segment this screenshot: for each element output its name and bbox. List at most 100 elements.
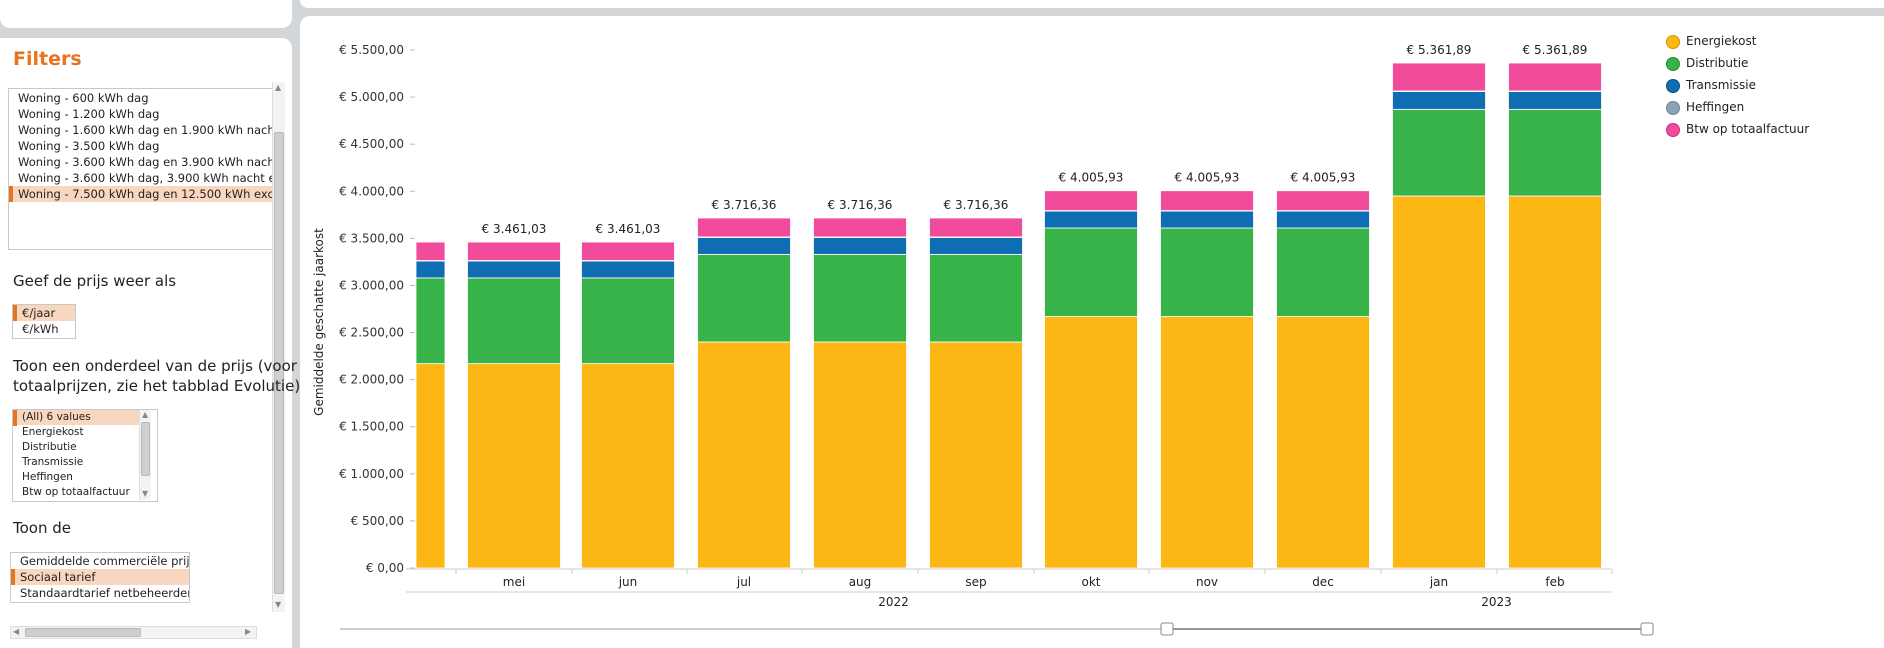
filters-horizontal-scrollbar[interactable]: ◀ ▶ (10, 626, 257, 639)
bar-segment-btw[interactable] (697, 217, 791, 238)
bar-segment-energiekost[interactable] (813, 341, 907, 569)
bar-segment-energiekost[interactable] (415, 363, 446, 569)
bar-total-label: € 3.716,36 (712, 198, 777, 212)
bar-segment-distributie[interactable] (1392, 108, 1486, 197)
y-tick-label: € 5.000,00 (339, 90, 404, 104)
list-item-selected[interactable]: €/jaar (13, 305, 75, 321)
bar-segment-transmissie[interactable] (1160, 210, 1254, 229)
bar-segment-distributie[interactable] (1276, 227, 1370, 317)
bar-segment-btw[interactable] (581, 241, 675, 261)
bar-segment-btw[interactable] (813, 217, 907, 238)
bar-segment-btw[interactable] (1160, 190, 1254, 211)
scroll-thumb[interactable] (25, 628, 141, 637)
bar-segment-transmissie[interactable] (1508, 91, 1602, 110)
bar-segment-btw[interactable] (415, 241, 446, 261)
price-as-listbox[interactable]: €/jaar €/kWh (12, 304, 76, 339)
bar-segment-energiekost[interactable] (1160, 316, 1254, 569)
list-item[interactable]: Btw op totaalfactuur (13, 485, 157, 500)
bar-segment-transmissie[interactable] (813, 237, 907, 255)
list-item[interactable]: Woning - 3.500 kWh dag (9, 138, 273, 154)
component-listbox[interactable]: (All) 6 values Energiekost Distributie T… (12, 409, 158, 502)
x-tick-label: nov (1196, 575, 1218, 589)
list-item[interactable]: Heffingen (13, 470, 157, 485)
list-item[interactable]: Woning - 1.200 kWh dag (9, 106, 273, 122)
bar-segment-energiekost[interactable] (1392, 195, 1486, 569)
list-item-selected[interactable]: (All) 6 values (13, 410, 146, 426)
legend-item-heffingen[interactable]: Heffingen (1666, 96, 1809, 118)
list-item[interactable]: Woning - 1.600 kWh dag en 1.900 kWh nach… (9, 122, 273, 138)
legend-dot-icon (1666, 79, 1680, 93)
bar-segment-energiekost[interactable] (697, 341, 791, 569)
top-right-panel (300, 0, 1884, 8)
bar-segment-transmissie[interactable] (581, 260, 675, 279)
x-tick-label: sep (965, 575, 986, 589)
list-item-selected[interactable]: Sociaal tarief (11, 569, 189, 585)
bar-segment-btw[interactable] (1044, 190, 1138, 211)
list-item[interactable]: €/kWh (13, 321, 75, 337)
bar-total-label: € 3.461,03 (482, 222, 547, 236)
list-item[interactable]: Standaardtarief netbeheerder (11, 585, 189, 601)
bar-segment-transmissie[interactable] (1044, 210, 1138, 229)
year-label: 2023 (1481, 595, 1512, 609)
bar-segment-btw[interactable] (467, 241, 561, 261)
bar-segment-btw[interactable] (1276, 190, 1370, 211)
list-item-label: Woning - 3.600 kWh dag en 3.900 kWh nach… (18, 155, 274, 169)
list-item[interactable]: Woning - 3.600 kWh dag, 3.900 kWh nacht … (9, 170, 273, 186)
bar-segment-energiekost[interactable] (1044, 316, 1138, 569)
bar-segment-btw[interactable] (929, 217, 1023, 238)
bar-segment-transmissie[interactable] (1392, 91, 1486, 110)
bar-segment-energiekost[interactable] (929, 341, 1023, 569)
list-item-label: Btw op totaalfactuur (22, 486, 130, 498)
scroll-down-icon[interactable]: ▼ (142, 489, 149, 498)
bar-segment-energiekost[interactable] (1508, 195, 1602, 569)
bar-segment-btw[interactable] (1392, 62, 1486, 92)
bar-segment-distributie[interactable] (581, 277, 675, 365)
legend-item-energiekost[interactable]: Energiekost (1666, 30, 1809, 52)
bar-segment-energiekost[interactable] (467, 363, 561, 569)
list-item-label: Heffingen (22, 471, 73, 483)
range-slider-left-handle[interactable] (1160, 622, 1174, 636)
bar-segment-energiekost[interactable] (1276, 316, 1370, 569)
list-item-selected[interactable]: Woning - 7.500 kWh dag en 12.500 kWh exc… (9, 186, 273, 202)
list-item-label: Transmissie (22, 456, 84, 468)
bar-segment-energiekost[interactable] (581, 363, 675, 569)
bar-segment-distributie[interactable] (415, 277, 446, 365)
list-item[interactable]: Transmissie (13, 455, 157, 470)
range-slider-right-handle[interactable] (1640, 622, 1654, 636)
component-scrollbar[interactable]: ▲ ▼ (139, 410, 151, 500)
bar-segment-distributie[interactable] (929, 253, 1023, 343)
scroll-right-icon[interactable]: ▶ (245, 627, 252, 636)
legend-item-transmissie[interactable]: Transmissie (1666, 74, 1809, 96)
bar-segment-distributie[interactable] (1160, 227, 1254, 317)
bar-segment-distributie[interactable] (1508, 108, 1602, 197)
filters-vertical-scrollbar[interactable]: ▲ ▼ (272, 82, 285, 612)
list-item[interactable]: Woning - 600 kWh dag (9, 90, 273, 106)
list-item[interactable]: Energiekost (13, 425, 157, 440)
bar-segment-transmissie[interactable] (697, 237, 791, 255)
scroll-down-icon[interactable]: ▼ (275, 600, 282, 609)
profile-listbox[interactable]: Woning - 600 kWh dag Woning - 1.200 kWh … (8, 88, 274, 250)
x-tick-label: okt (1082, 575, 1101, 589)
bar-segment-transmissie[interactable] (1276, 210, 1370, 229)
scroll-left-icon[interactable]: ◀ (13, 627, 20, 636)
scroll-up-icon[interactable]: ▲ (142, 410, 149, 419)
legend-item-distributie[interactable]: Distributie (1666, 52, 1809, 74)
bar-total-label: € 3.716,36 (828, 198, 893, 212)
list-item[interactable]: Distributie (13, 440, 157, 455)
scroll-thumb[interactable] (141, 422, 150, 476)
list-item[interactable]: Gemiddelde commerciële prijs (11, 553, 189, 569)
bar-segment-transmissie[interactable] (929, 237, 1023, 255)
bar-segment-distributie[interactable] (467, 277, 561, 365)
list-item[interactable]: Woning - 3.600 kWh dag en 3.900 kWh nach… (9, 154, 273, 170)
bar-segment-transmissie[interactable] (415, 260, 446, 279)
show-listbox[interactable]: Gemiddelde commerciële prijs Sociaal tar… (10, 552, 190, 603)
scroll-up-icon[interactable]: ▲ (275, 83, 282, 92)
legend-item-btw[interactable]: Btw op totaalfactuur (1666, 118, 1809, 140)
bar-segment-btw[interactable] (1508, 62, 1602, 92)
bar-segment-distributie[interactable] (697, 253, 791, 343)
bar-segment-distributie[interactable] (1044, 227, 1138, 317)
bar-segment-distributie[interactable] (813, 253, 907, 343)
scroll-thumb[interactable] (274, 132, 284, 594)
bar-segment-transmissie[interactable] (467, 260, 561, 279)
list-item-label: Woning - 1.200 kWh dag (18, 107, 160, 121)
